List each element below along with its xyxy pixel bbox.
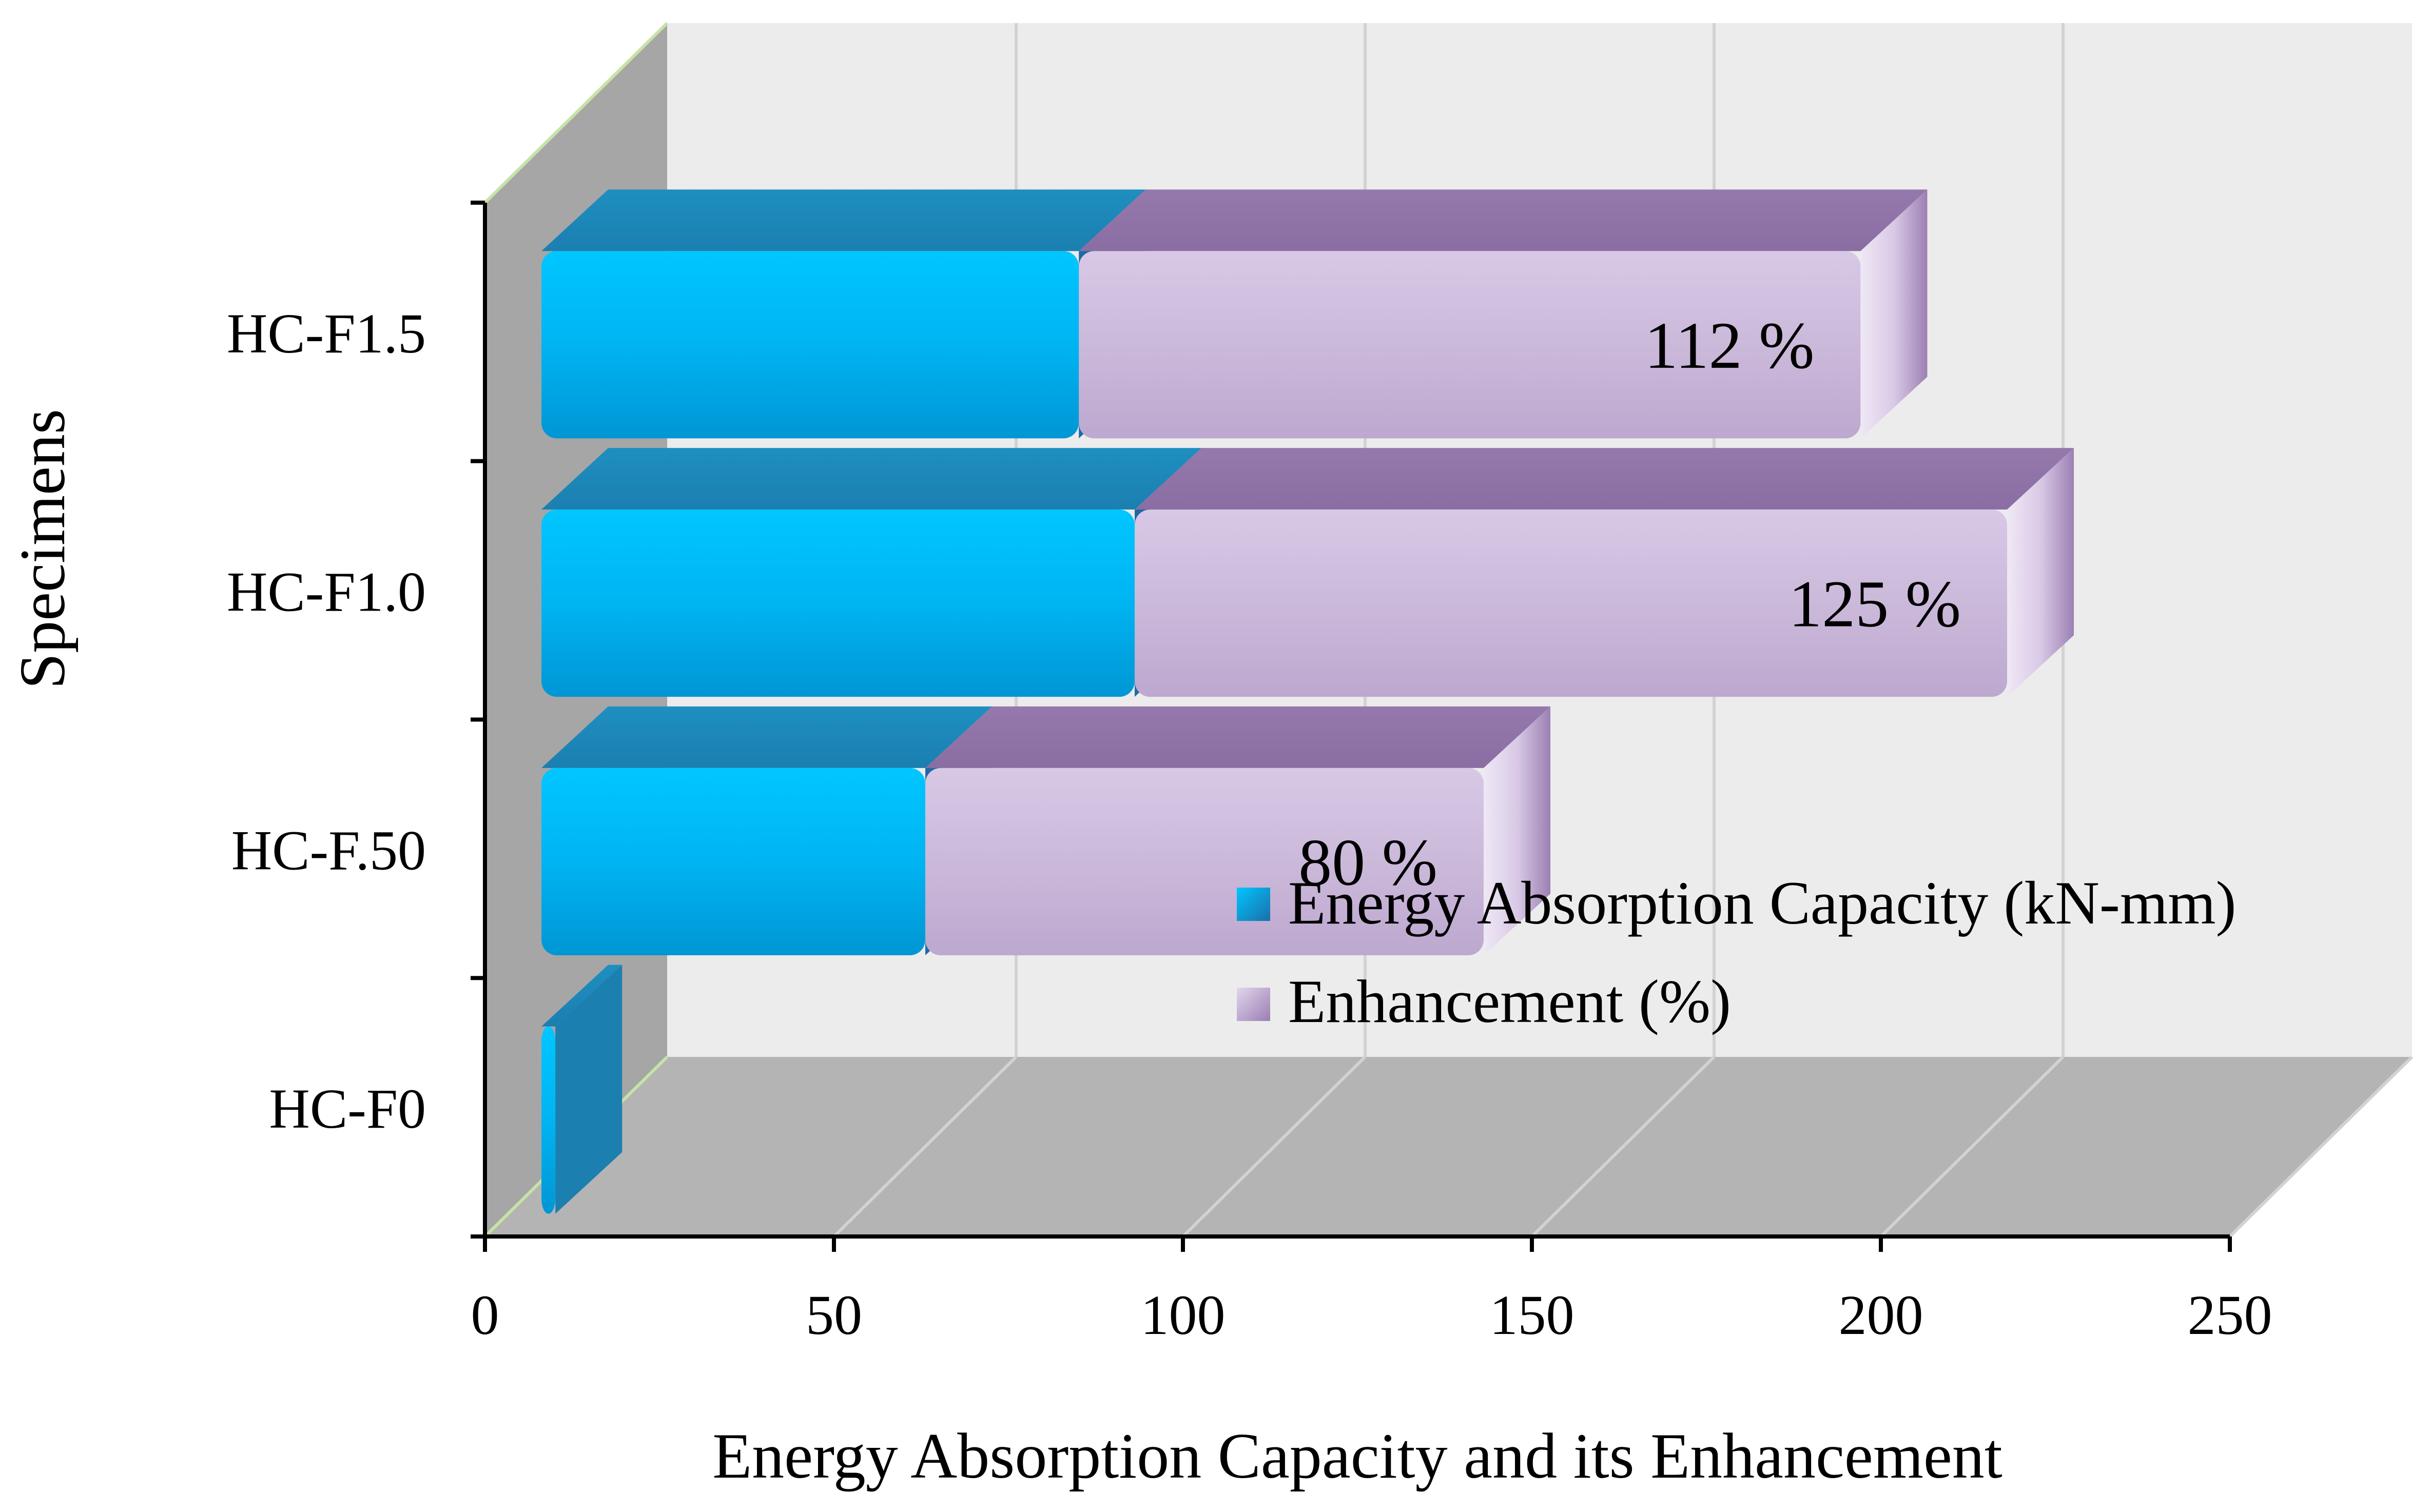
x-tick-label: 50 bbox=[806, 1284, 862, 1346]
y-tick-label: HC-F.50 bbox=[231, 819, 426, 881]
bar-enhancement-HC-F1.0-end bbox=[2007, 448, 2074, 697]
side-wall-top-edge bbox=[483, 22, 669, 204]
bar-energy-HC-F1.5-front bbox=[541, 251, 1079, 439]
bar-enhancement-HC-F.50 bbox=[925, 706, 1550, 955]
x-axis-title: Energy Absorption Capacity and its Enhan… bbox=[712, 1421, 2003, 1492]
legend-item-energy: Energy Absorption Capacity (kN-mm) bbox=[1237, 869, 2236, 937]
floor bbox=[485, 1057, 2412, 1236]
bar-energy-HC-F.50 bbox=[541, 706, 992, 955]
bar-enhancement-HC-F1.5-end bbox=[1860, 189, 1928, 439]
y-axis-title: Specimens bbox=[7, 409, 79, 689]
bar-energy-HC-F.50-front bbox=[541, 768, 925, 955]
legend-swatch-energy bbox=[1237, 888, 1270, 921]
gridline-floor-100 bbox=[1181, 1055, 1367, 1238]
bar-energy-HC-F1.0-front bbox=[541, 509, 1135, 697]
bar-enhancement-HC-F1.0-front bbox=[1135, 509, 2007, 697]
bar-energy-HC-F0 bbox=[541, 965, 623, 1214]
bar-energy-HC-F0-end bbox=[555, 965, 623, 1214]
y-tick-label: HC-F1.5 bbox=[227, 302, 426, 365]
data-label-HC-F1.5: 112 % bbox=[1644, 309, 1814, 383]
bar-enhancement-HC-F.50-front bbox=[925, 768, 1484, 955]
bar-energy-HC-F0-top bbox=[541, 965, 623, 1027]
gridline-floor-250 bbox=[2228, 1055, 2414, 1238]
x-tick-label: 0 bbox=[471, 1284, 499, 1346]
legend-swatch-enhancement bbox=[1237, 988, 1270, 1021]
bar-energy-HC-F1.5 bbox=[541, 189, 1146, 439]
legend-label-energy: Energy Absorption Capacity (kN-mm) bbox=[1288, 869, 2236, 937]
bar-energy-HC-F1.5-top bbox=[541, 189, 1146, 251]
legend: Energy Absorption Capacity (kN-mm) Enhan… bbox=[1237, 869, 2236, 1035]
bar-enhancement-HC-F.50-end bbox=[1484, 706, 1550, 955]
y-tick-label: HC-F0 bbox=[269, 1077, 426, 1140]
bar-enhancement-HC-F1.5-front bbox=[1079, 251, 1861, 439]
bar-enhancement-HC-F.50-top bbox=[925, 706, 1550, 768]
x-tick-label: 250 bbox=[2188, 1284, 2272, 1346]
gridline-floor-150 bbox=[1530, 1055, 1716, 1238]
gridline-floor-200 bbox=[1879, 1055, 2065, 1238]
x-tick-label: 200 bbox=[1839, 1284, 1923, 1346]
x-tick-label: 100 bbox=[1141, 1284, 1226, 1346]
x-tick-label: 150 bbox=[1490, 1284, 1574, 1346]
gridline-floor-50 bbox=[832, 1055, 1018, 1238]
bar-enhancement-HC-F1.5-top bbox=[1079, 189, 1928, 251]
legend-label-enhancement: Enhancement (%) bbox=[1288, 967, 1731, 1035]
bar-energy-HC-F.50-top bbox=[541, 706, 992, 768]
data-label-HC-F1.0: 125 % bbox=[1789, 567, 1961, 641]
bar-enhancement-HC-F1.0-top bbox=[1135, 448, 2074, 510]
data-label-HC-F.50: 80 % bbox=[1298, 826, 1437, 899]
y-tick-label: HC-F1.0 bbox=[227, 561, 426, 623]
bar-energy-HC-F1.0-top bbox=[541, 448, 1201, 510]
x-axis-ticks: 0 50 100 150 200 250 bbox=[471, 1236, 2272, 1346]
bar-energy-HC-F0-front bbox=[541, 1026, 556, 1214]
bar-energy-HC-F1.0 bbox=[541, 448, 1201, 697]
legend-item-enhancement: Enhancement (%) bbox=[1237, 967, 1731, 1035]
bar-enhancement-HC-F1.5 bbox=[1079, 189, 1928, 439]
y-axis-ticks: HC-F0 HC-F.50 HC-F1.0 HC-F1.5 bbox=[227, 201, 485, 1239]
bar-enhancement-HC-F1.0 bbox=[1135, 448, 2074, 697]
bars: 80 % 125 % 112 % bbox=[541, 189, 2074, 1214]
